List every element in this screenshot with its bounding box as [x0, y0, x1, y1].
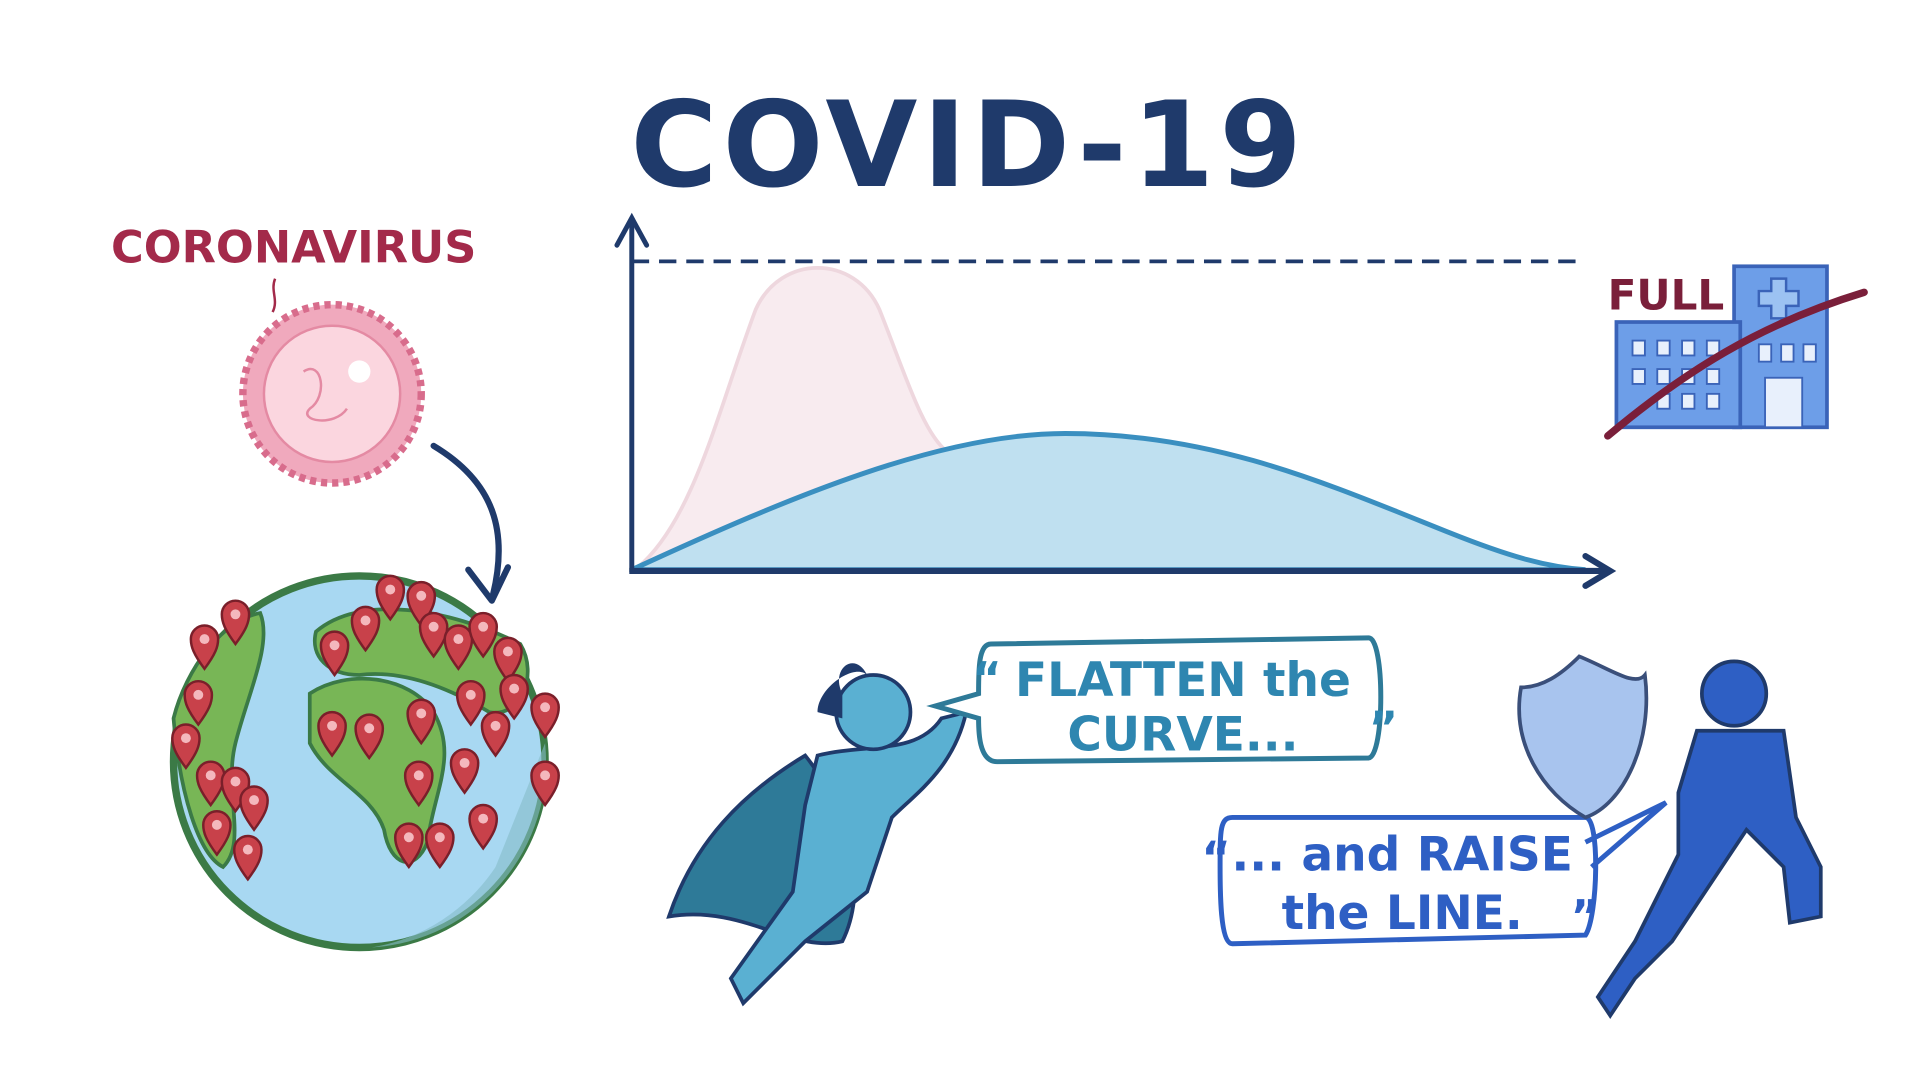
flat-curve [630, 431, 1586, 573]
title: COVID-19 [630, 77, 1307, 215]
hospital-windows-part [1780, 343, 1795, 363]
hospital-windows-part [1656, 368, 1671, 385]
virus-inner [262, 324, 402, 464]
bubble-line: ... and RAISE [1231, 828, 1572, 883]
hero-body [1595, 728, 1823, 1019]
speech-bubble [926, 635, 1384, 765]
x-arrow [1582, 553, 1617, 589]
speech-bubble [1217, 800, 1668, 947]
open-quote: “ [1202, 832, 1231, 884]
hospital-windows-part [1631, 368, 1646, 385]
hospital-windows-part [1631, 339, 1646, 357]
bubble-line: FLATTEN the [1015, 653, 1351, 708]
overflow-line [1604, 288, 1868, 440]
hospital-windows-part [1802, 343, 1817, 363]
close-quote: ” [1369, 702, 1398, 754]
hospital-windows-part [1681, 392, 1696, 410]
hospital-windows-part [1681, 339, 1696, 357]
hospital-windows-part [1705, 368, 1721, 385]
americas [171, 610, 266, 870]
bubble-line: CURVE... [1067, 708, 1298, 763]
virus-label: CORONAVIRUS [111, 222, 476, 274]
hospital-windows-part [1764, 376, 1804, 429]
virus-highlight [348, 360, 371, 383]
hero-head [1700, 659, 1769, 728]
hospital-windows-part [1656, 339, 1671, 357]
hospital-windows-part [1705, 392, 1721, 410]
spread-arrow [430, 442, 502, 598]
close-quote: ” [1571, 890, 1600, 942]
hospital-windows-part [1757, 343, 1773, 363]
hero-head [834, 673, 913, 752]
globe-shade [371, 743, 547, 948]
virus-pointer [271, 278, 277, 313]
open-quote: “ [972, 653, 1001, 705]
y-arrow [614, 212, 650, 248]
bubble-line: the LINE. [1282, 886, 1523, 941]
hospital-label: FULL [1608, 271, 1725, 320]
virus-rna [302, 368, 348, 422]
hero-hair [817, 663, 868, 719]
spread-arrowhead [465, 564, 512, 604]
shield [1517, 654, 1649, 820]
